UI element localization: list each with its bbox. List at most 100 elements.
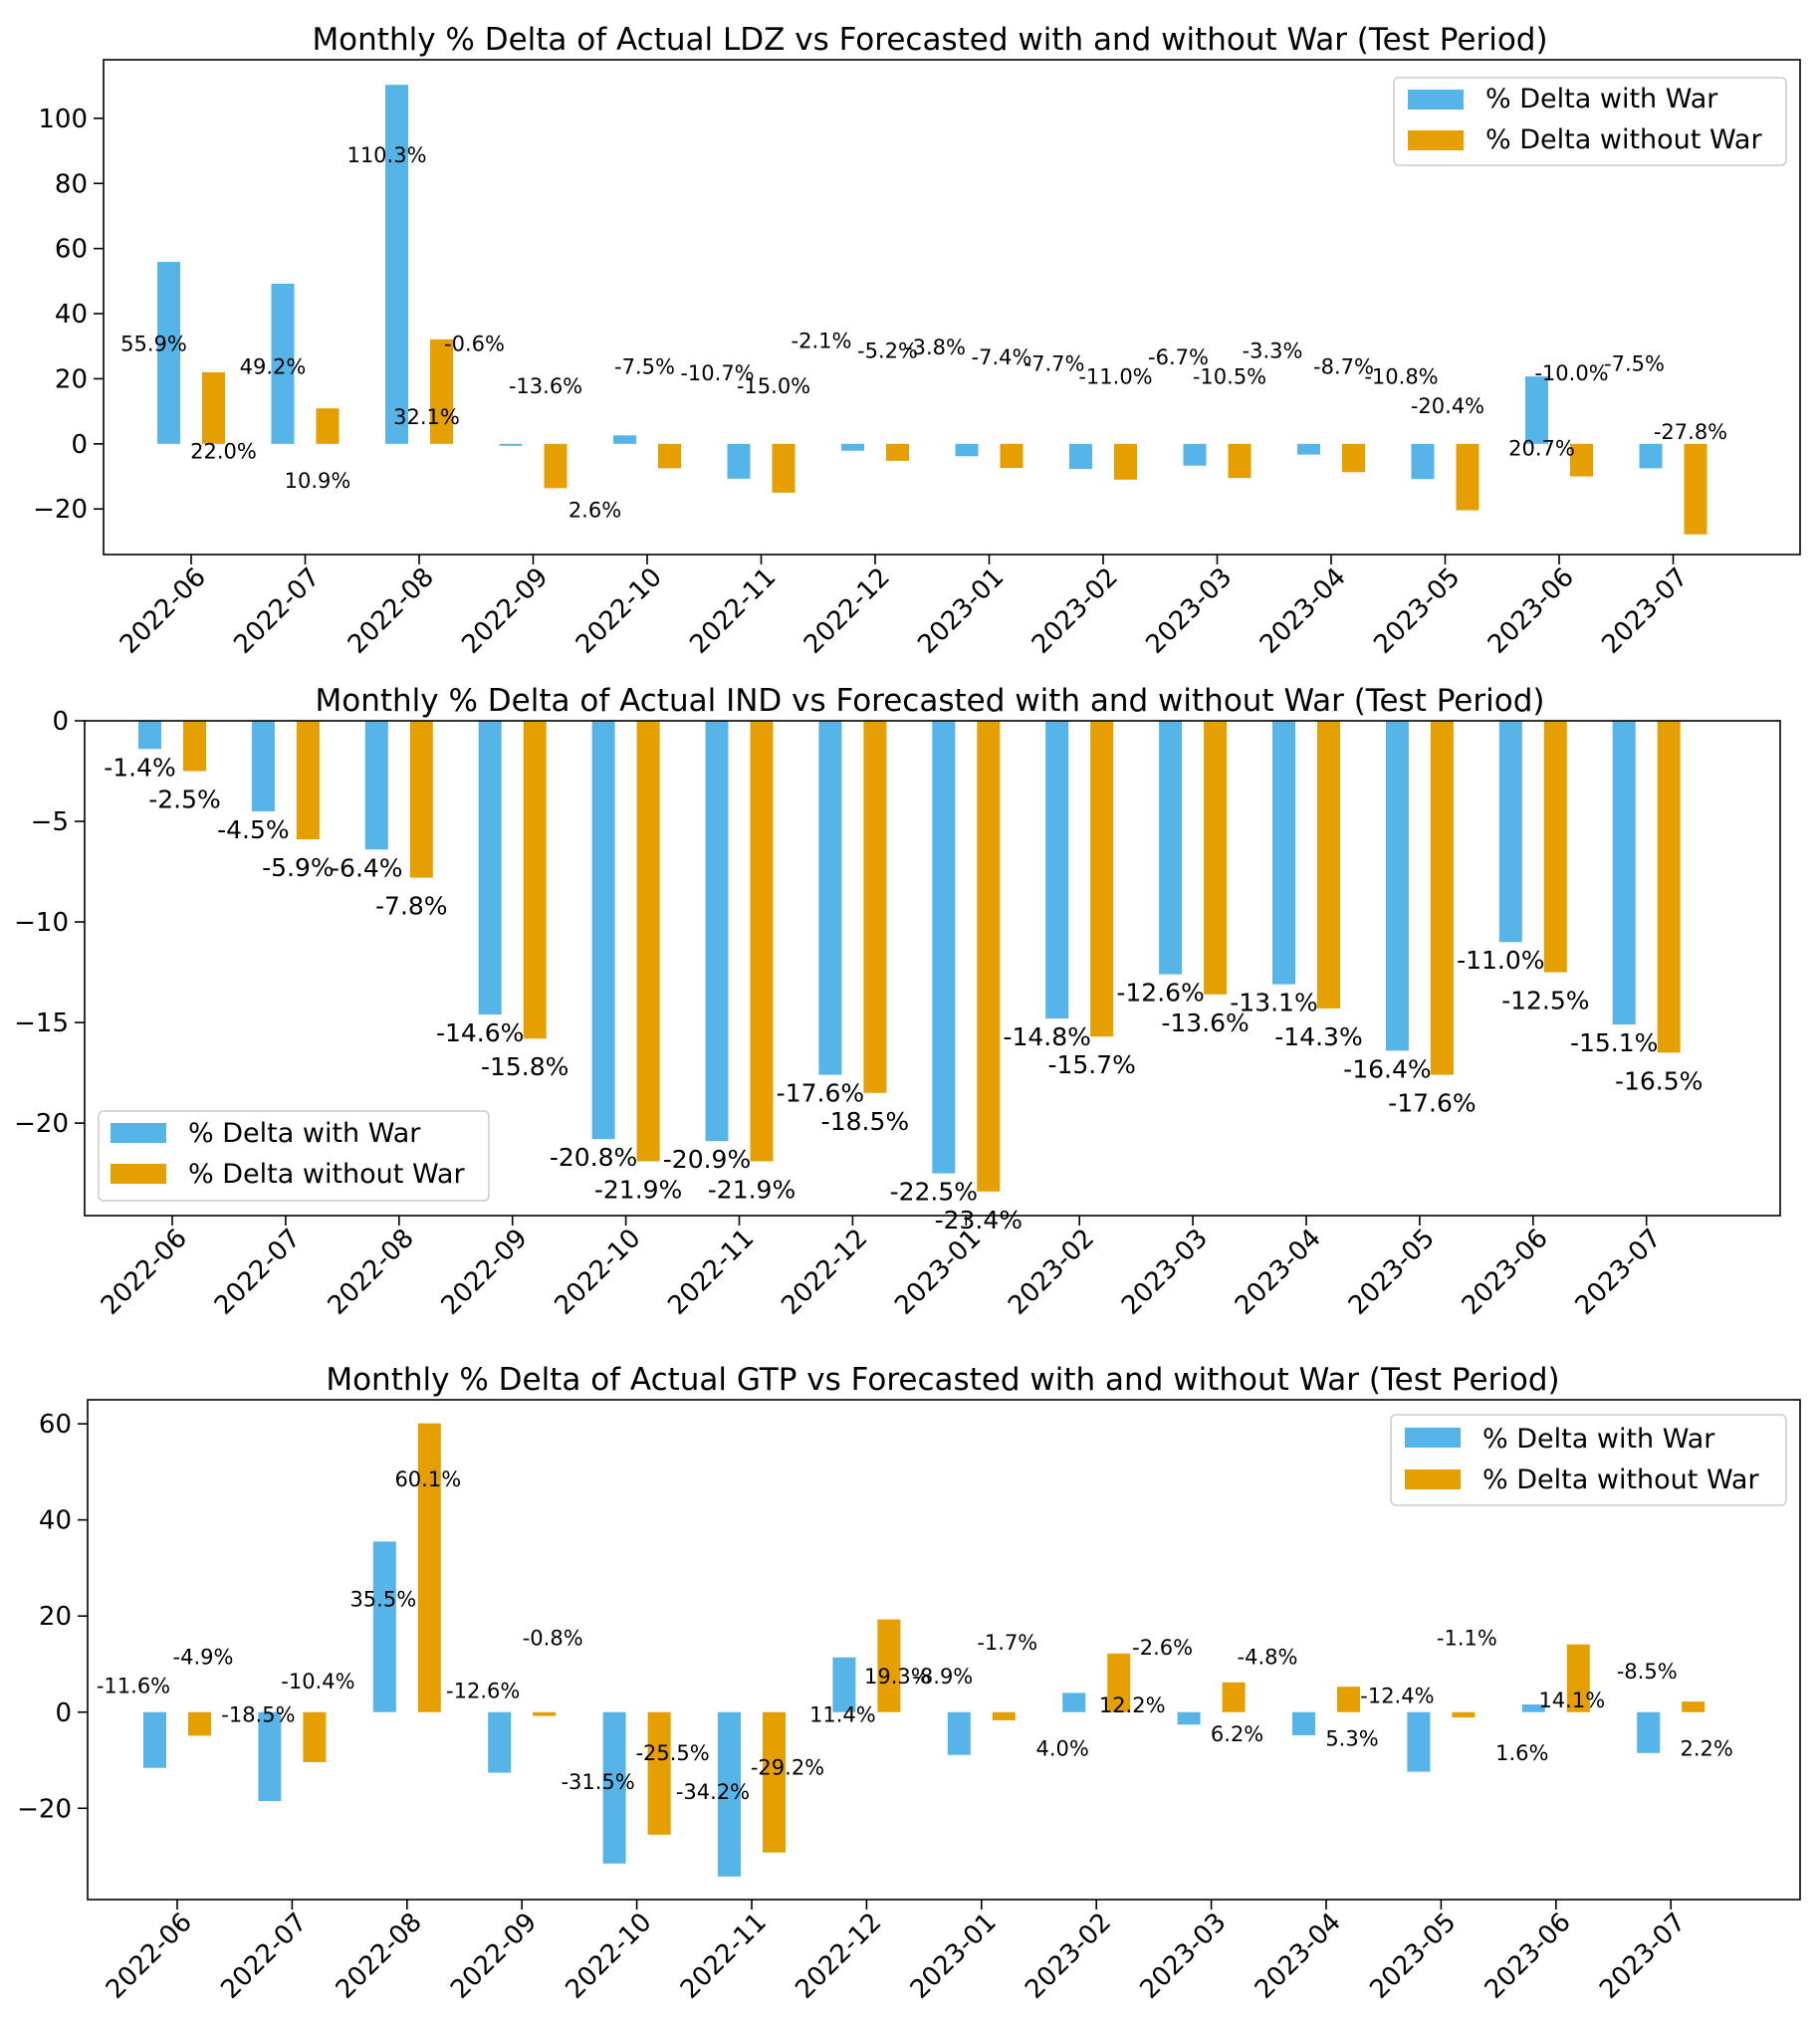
- x-tick-label: 2022-09: [436, 1224, 534, 1321]
- y-tick-label: 0: [71, 430, 88, 460]
- y-tick-label: 60: [39, 1410, 72, 1440]
- x-tick-label: 2023-05: [1343, 1224, 1441, 1321]
- data-label-without-war: -13.6%: [1161, 1009, 1249, 1037]
- data-label-without-war: -14.3%: [1274, 1022, 1362, 1051]
- bar-with-war: [818, 721, 842, 1075]
- x-tick-label: 2022-11: [662, 1224, 760, 1321]
- data-label-without-war: 60.1%: [394, 1467, 461, 1491]
- bar-without-war: [1657, 721, 1681, 1053]
- data-label-without-war: -7.4%: [972, 345, 1032, 369]
- data-label-with-war: -4.5%: [217, 815, 290, 844]
- bar-with-war: [1407, 1711, 1431, 1772]
- y-tick-label: −5: [31, 807, 69, 837]
- plot-frame: [103, 59, 1801, 556]
- bar-without-war: [1222, 1682, 1246, 1712]
- y-tick-label: −20: [14, 1109, 69, 1139]
- legend-box: [1390, 1414, 1787, 1506]
- legend-label-with-war: % Delta with War: [188, 1118, 421, 1149]
- data-label-without-war: -16.5%: [1615, 1066, 1703, 1095]
- data-label-without-war: -8.7%: [1313, 355, 1374, 379]
- data-label-without-war: 6.2%: [1211, 1722, 1263, 1746]
- x-tick-label: 2022-07: [209, 1224, 307, 1321]
- data-label-with-war: 20.7%: [1508, 436, 1575, 460]
- bar-without-war: [1114, 443, 1137, 480]
- data-label-without-war: -7.5%: [614, 355, 675, 379]
- data-label-without-war: -10.0%: [1534, 361, 1608, 385]
- x-tick-label: 2022-07: [215, 1908, 313, 2005]
- x-tick-label: 2023-01: [905, 1908, 1003, 2005]
- bar-with-war: [143, 1711, 166, 1768]
- chart-title: Monthly % Delta of Actual GTP vs Forecas…: [326, 1362, 1559, 1398]
- bar-with-war: [841, 443, 864, 451]
- data-label-without-war: 10.9%: [285, 469, 351, 493]
- bar-with-war: [1525, 376, 1548, 444]
- data-label-without-war: -21.9%: [594, 1175, 682, 1204]
- bar-with-war: [1062, 1692, 1086, 1712]
- data-label-without-war: -1.1%: [1437, 1626, 1497, 1650]
- bar-with-war: [1272, 721, 1295, 985]
- legend-label-without-war: % Delta without War: [1485, 124, 1762, 155]
- y-tick-label: −10: [14, 908, 69, 938]
- x-tick-label: 2022-10: [570, 563, 668, 660]
- bar-without-war: [316, 408, 340, 444]
- x-tick-label: 2023-03: [1135, 1908, 1233, 2005]
- y-tick-label: 20: [55, 364, 88, 394]
- data-label-with-war: -13.1%: [1230, 989, 1317, 1017]
- data-label-without-war: 5.3%: [1325, 1727, 1378, 1751]
- x-tick-label: 2023-06: [1482, 563, 1580, 660]
- plot-frame: [84, 720, 1781, 1217]
- x-tick-label: 2023-01: [912, 563, 1010, 660]
- x-tick-label: 2022-06: [96, 1224, 193, 1321]
- bar-without-war: [877, 1619, 901, 1712]
- y-tick-label: 40: [39, 1506, 72, 1536]
- data-label-with-war: -12.4%: [1360, 1684, 1434, 1707]
- data-label-with-war: -2.6%: [1132, 1636, 1193, 1660]
- x-tick-label: 2023-04: [1230, 1224, 1327, 1321]
- bar-without-war: [544, 443, 568, 489]
- x-tick-label: 2022-06: [101, 1908, 198, 2005]
- plot-frame: [87, 1399, 1801, 1901]
- x-tick-label: 2023-06: [1457, 1224, 1554, 1321]
- y-axis: −20 0 20 40 60: [17, 1410, 88, 1824]
- bar-without-war: [1107, 1653, 1131, 1712]
- bar-without-war: [1543, 721, 1567, 973]
- bar-with-war: [1639, 443, 1663, 469]
- data-label-with-war: -15.1%: [1570, 1028, 1658, 1057]
- bar-without-war: [1204, 721, 1228, 995]
- data-label-without-war: -27.8%: [1654, 420, 1727, 444]
- x-tick-label: 2022-09: [445, 1908, 543, 2005]
- x-tick-label: 2022-10: [550, 1224, 647, 1321]
- legend-swatch-with-war: [111, 1123, 166, 1143]
- data-label-without-war: -5.2%: [857, 338, 918, 362]
- data-label-without-war: -5.9%: [262, 853, 335, 882]
- bar-without-war: [1317, 721, 1340, 1009]
- data-label-with-war: -14.8%: [1003, 1022, 1090, 1051]
- data-label-with-war: -22.5%: [890, 1178, 978, 1207]
- bar-without-war: [303, 1711, 327, 1762]
- bars: [138, 721, 1681, 1192]
- bar-without-war: [992, 1711, 1016, 1720]
- y-tick-label: 40: [55, 300, 88, 330]
- bar-with-war: [364, 721, 388, 850]
- data-labels: -11.6%-4.9% -18.5% -10.4% 35.5% 60.1% -12.6% -…: [97, 1467, 1733, 1804]
- x-tick-label: 2023-07: [1594, 1908, 1692, 2005]
- bar-without-war: [533, 1711, 557, 1716]
- data-label-with-war: -4.8%: [1238, 1646, 1298, 1670]
- bar-with-war: [613, 435, 636, 444]
- y-tick-label: −15: [14, 1009, 69, 1038]
- data-label-with-war: 2.6%: [569, 498, 621, 522]
- bar-without-war: [636, 721, 660, 1162]
- x-tick-label: 2023-07: [1570, 1224, 1668, 1321]
- bar-without-war: [1682, 1701, 1706, 1712]
- data-label-with-war: -11.0%: [1457, 946, 1544, 975]
- data-label-with-war: -6.7%: [1148, 345, 1209, 369]
- bar-without-war: [183, 721, 206, 772]
- y-tick-label: 0: [55, 1698, 72, 1728]
- data-label-without-war: -7.8%: [375, 892, 448, 921]
- bar-without-war: [977, 721, 1001, 1192]
- legend-label-without-war: % Delta without War: [188, 1159, 465, 1190]
- data-label-with-war: 4.0%: [1036, 1736, 1089, 1760]
- data-label-with-war: -20.8%: [550, 1143, 637, 1172]
- y-tick-label: −20: [17, 1794, 72, 1824]
